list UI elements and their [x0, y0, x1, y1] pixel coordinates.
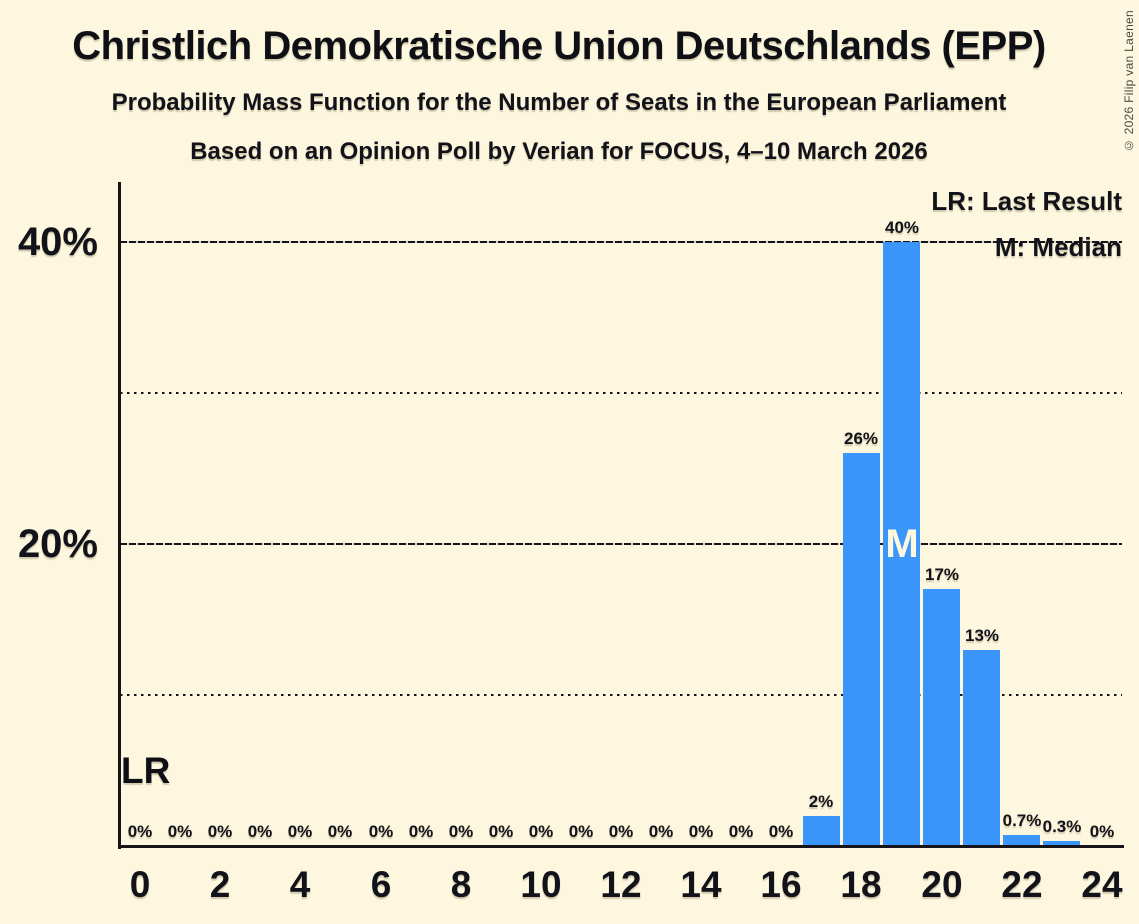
bar-value-label: 0%	[528, 822, 554, 841]
legend-median: M: Median	[994, 232, 1122, 262]
bar	[1003, 835, 1040, 846]
bar-value-label: 0.7%	[1002, 811, 1042, 830]
last-result-annotation: LR	[121, 750, 171, 791]
bar	[923, 589, 960, 846]
bar-value-label: 0%	[448, 822, 474, 841]
bar	[803, 816, 840, 846]
bar-value-label: 0%	[287, 822, 313, 841]
gridline-major	[120, 241, 1122, 243]
bar-value-label: 0%	[688, 822, 714, 841]
bar-value-label: 0%	[768, 822, 794, 841]
bar-value-label: 0%	[408, 822, 434, 841]
bar-value-label: 0%	[488, 822, 514, 841]
x-axis-tick-label: 16	[760, 864, 802, 905]
bar-value-label: 0%	[728, 822, 754, 841]
gridline-major	[120, 543, 1122, 545]
bar-value-label: 0%	[648, 822, 674, 841]
bar-value-label: 0.3%	[1042, 817, 1082, 836]
bar-value-label: 0%	[207, 822, 233, 841]
y-axis-tick-label: 40%	[17, 220, 98, 264]
chart-subtitle: Probability Mass Function for the Number…	[111, 89, 1007, 116]
bar-value-label: 0%	[167, 822, 193, 841]
bar-value-label: 26%	[843, 429, 879, 448]
bar-value-label: 0%	[1089, 822, 1115, 841]
bar-value-label: 0%	[127, 822, 153, 841]
bar	[1043, 841, 1080, 846]
page-title: Christlich Demokratische Union Deutschla…	[72, 24, 1046, 68]
bar	[963, 650, 1000, 846]
y-axis-tick-label: 20%	[17, 522, 98, 566]
x-axis-tick-label: 6	[370, 864, 392, 905]
x-axis-tick-label: 24	[1081, 864, 1123, 905]
x-axis-tick-label: 20	[921, 864, 963, 905]
x-axis-tick-label: 12	[600, 864, 642, 905]
median-marker: M	[885, 522, 919, 566]
bar	[843, 453, 880, 846]
chart-source-line: Based on an Opinion Poll by Verian for F…	[190, 138, 928, 165]
bar-value-label: 0%	[327, 822, 353, 841]
bar-value-label: 0%	[368, 822, 394, 841]
x-axis-tick-label: 14	[680, 864, 722, 905]
bar-value-label: 17%	[924, 565, 960, 584]
bar-value-label: 2%	[808, 792, 834, 811]
bar-value-label: 0%	[247, 822, 273, 841]
gridline-minor	[120, 392, 1122, 394]
bar-value-label: 13%	[964, 626, 1000, 645]
x-axis-tick-label: 22	[1001, 864, 1043, 905]
gridline-minor	[120, 694, 1122, 696]
bar-value-label: 0%	[568, 822, 594, 841]
bar-value-label: 0%	[608, 822, 634, 841]
x-axis-tick-label: 8	[450, 864, 472, 905]
x-axis-tick-label: 4	[289, 864, 311, 905]
x-axis-tick-label: 18	[840, 864, 882, 905]
y-axis-line	[118, 182, 121, 849]
bar-value-label: 40%	[884, 218, 920, 237]
legend-last-result: LR: Last Result	[931, 186, 1122, 216]
copyright-note: © 2026 Filip van Laenen	[1122, 10, 1136, 153]
x-axis-tick-label: 10	[520, 864, 562, 905]
x-axis-tick-label: 2	[209, 864, 231, 905]
x-axis-line	[118, 845, 1124, 848]
bar	[883, 242, 920, 846]
x-axis-tick-label: 0	[129, 864, 151, 905]
